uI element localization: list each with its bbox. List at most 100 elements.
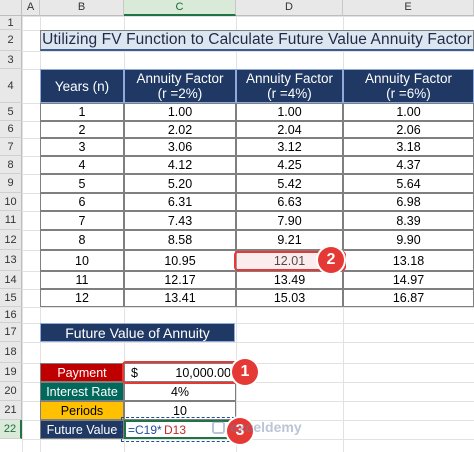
payment-highlight [122,361,240,384]
payment-currency: $ [131,366,138,380]
table-cell[interactable]: 4 [40,156,124,174]
table-cell[interactable]: 3.06 [124,138,236,156]
row-header-9[interactable]: 9 [0,174,22,193]
row-header-15[interactable]: 15 [0,289,22,307]
table-cell[interactable]: 1.00 [124,103,236,121]
row-header-14[interactable]: 14 [0,271,22,289]
row-header-8[interactable]: 8 [0,156,22,174]
row-header-19[interactable]: 19 [0,363,22,382]
table-header-0: Years (n) [40,69,124,103]
table-header-line2: (r =4%) [267,86,312,101]
table-cell[interactable]: 13.49 [236,271,343,289]
table-cell[interactable]: 2 [40,121,124,138]
table-cell[interactable]: 2.02 [124,121,236,138]
grid-line [22,342,474,343]
table-cell[interactable]: 2.06 [343,121,474,138]
row-header-6[interactable]: 6 [0,121,22,138]
future-value-label: Future Value [40,420,124,439]
table-cell[interactable]: 7 [40,211,124,230]
row-header-20[interactable]: 20 [0,382,22,401]
table-cell[interactable]: 12.17 [124,271,236,289]
table-cell[interactable]: 1 [40,103,124,121]
row-header-17[interactable]: 17 [0,323,22,342]
column-header-c[interactable]: C [124,0,236,16]
grid-line [22,16,474,17]
table-header-1: Annuity Factor (r =2%) [124,69,236,103]
table-cell[interactable]: 7.90 [236,211,343,230]
table-cell[interactable]: 1.00 [343,103,474,121]
table-cell[interactable]: 2.04 [236,121,343,138]
select-all-corner[interactable] [0,0,22,16]
table-cell[interactable]: 12 [40,289,124,307]
table-cell[interactable]: 5.20 [124,174,236,193]
formula-reference-c19: =C19* [128,423,162,437]
table-cell[interactable]: 15.03 [236,289,343,307]
table-cell[interactable]: 8.39 [343,211,474,230]
periods-label: Periods [40,401,124,420]
table-cell[interactable]: 13.41 [124,289,236,307]
table-header-line1: Annuity Factor [136,71,224,86]
grid-line [22,323,474,324]
table-cell[interactable]: 7.43 [124,211,236,230]
table-cell[interactable]: 6 [40,193,124,211]
row-header-22[interactable]: 22 [0,420,22,439]
row-header-13[interactable]: 13 [0,250,22,271]
table-cell[interactable]: 8 [40,230,124,250]
table-cell[interactable]: 4.37 [343,156,474,174]
row-header-21[interactable]: 21 [0,401,22,420]
exceldemy-watermark: exceldemy [212,419,302,443]
row-header-10[interactable]: 10 [0,193,22,211]
table-header-line2: (r =6%) [386,86,431,101]
grid-line [22,16,23,452]
row-header-2[interactable]: 2 [0,30,22,51]
table-cell[interactable]: 9.90 [343,230,474,250]
column-header-e[interactable]: E [343,0,474,16]
future-value-section-title: Future Value of Annuity [40,323,235,342]
grid-line [22,401,474,402]
table-cell[interactable]: 14.97 [343,271,474,289]
table-cell[interactable]: 13.18 [343,250,474,271]
callout-3: 3 [227,418,253,444]
table-cell[interactable]: 3.12 [236,138,343,156]
column-header-a[interactable]: A [22,0,40,16]
table-cell[interactable]: 10.95 [124,250,236,271]
column-header-d[interactable]: D [236,0,343,16]
table-cell[interactable]: 16.87 [343,289,474,307]
periods-value[interactable]: 10 [124,401,236,420]
row-header-18[interactable]: 18 [0,342,22,363]
table-cell[interactable]: 1.00 [236,103,343,121]
table-cell[interactable]: 4.25 [236,156,343,174]
table-cell[interactable]: 9.21 [236,230,343,250]
column-header-b[interactable]: B [40,0,124,16]
watermark-logo-icon [212,421,225,434]
row-header-12[interactable]: 12 [0,230,22,250]
table-cell[interactable]: 6.98 [343,193,474,211]
row-header-1[interactable]: 1 [0,16,22,30]
row-header-7[interactable]: 7 [0,138,22,156]
callout-2: 2 [318,247,344,273]
row-header-3[interactable]: 3 [0,51,22,69]
callout-1: 1 [232,359,258,385]
row-header-5[interactable]: 5 [0,103,22,121]
formula-reference-d13: D13 [164,423,187,437]
table-cell[interactable]: 4.12 [124,156,236,174]
table-cell[interactable]: 3 [40,138,124,156]
payment-label: Payment [40,363,124,382]
table-cell[interactable]: 10 [40,250,124,271]
grid-line [22,51,474,52]
table-cell[interactable]: 6.31 [124,193,236,211]
table-cell[interactable]: 5 [40,174,124,193]
interest-rate-label: Interest Rate [40,382,124,401]
row-header-11[interactable]: 11 [0,211,22,230]
table-cell[interactable]: 3.18 [343,138,474,156]
row-header-16[interactable]: 16 [0,307,22,323]
interest-rate-value[interactable]: 4% [124,382,236,401]
table-cell[interactable]: 11 [40,271,124,289]
table-cell[interactable]: 5.64 [343,174,474,193]
table-cell[interactable]: 8.58 [124,230,236,250]
table-cell[interactable]: 5.42 [236,174,343,193]
table-header-line1: Annuity Factor [364,71,453,86]
payment-cell[interactable]: $ 10,000.00 [124,363,236,382]
table-cell[interactable]: 6.63 [236,193,343,211]
row-header-4[interactable]: 4 [0,69,22,103]
